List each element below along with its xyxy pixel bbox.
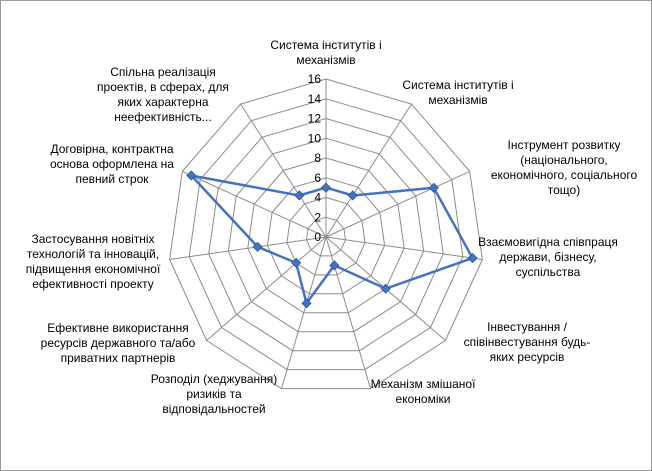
tick-label: 6 bbox=[314, 171, 321, 185]
category-label: Ефективне використання ресурсів державног… bbox=[41, 321, 196, 365]
data-point bbox=[301, 298, 312, 309]
spoke-line bbox=[182, 170, 327, 238]
category-label: Система інститутів і механізмів bbox=[270, 38, 381, 67]
category-label: Інструмент розвитку (національного, економ… bbox=[491, 138, 638, 197]
spoke-line bbox=[325, 103, 412, 238]
grid-ring bbox=[305, 216, 347, 257]
grid-ring bbox=[247, 157, 405, 314]
spoke-line bbox=[325, 170, 470, 238]
tick-label: 10 bbox=[308, 131, 322, 145]
data-point bbox=[467, 253, 478, 264]
data-point bbox=[329, 260, 340, 271]
grid-ring bbox=[208, 117, 444, 352]
category-label: Механізм змішаної економіки bbox=[371, 377, 476, 406]
category-label: Договірна, контрактна основа оформлена на… bbox=[50, 142, 174, 186]
grid-ring bbox=[169, 78, 483, 390]
tick-label: 14 bbox=[308, 92, 322, 106]
data-point bbox=[347, 190, 358, 201]
data-point bbox=[186, 170, 197, 181]
data-point bbox=[320, 182, 332, 193]
tick-label: 2 bbox=[314, 210, 321, 224]
data-point bbox=[291, 257, 302, 268]
category-labels: Система інститутів і механізмів Система ін… bbox=[26, 38, 638, 416]
tick-label: 0 bbox=[314, 230, 321, 244]
tick-label: 8 bbox=[314, 151, 321, 165]
data-point bbox=[294, 190, 305, 201]
data-point bbox=[380, 283, 391, 294]
tick-label: 12 bbox=[308, 112, 322, 126]
category-label: Взаємовигідна співпраця держави, бізнесу,… bbox=[478, 235, 618, 279]
spoke-line bbox=[169, 236, 327, 260]
category-label: Розподіл (хеджування) ризиків та відповіда… bbox=[151, 372, 278, 416]
data-point bbox=[252, 241, 263, 252]
category-label: Інвестування / співінвестування будь-яких… bbox=[464, 320, 591, 364]
spoke-line bbox=[240, 103, 327, 238]
series-layer bbox=[186, 170, 478, 309]
data-point bbox=[428, 182, 439, 193]
tick-label: 16 bbox=[308, 72, 322, 86]
spoke-line bbox=[206, 236, 327, 341]
grid-ring bbox=[188, 98, 464, 371]
spoke-line bbox=[325, 236, 483, 260]
tick-label: 4 bbox=[314, 191, 321, 205]
category-label: Система інститутів і механізмів bbox=[402, 78, 513, 107]
grid-ring bbox=[266, 177, 386, 295]
category-label: Спільна реалізація проектів, в сферах, дл… bbox=[97, 65, 229, 124]
series-line bbox=[190, 174, 474, 305]
spoke-line bbox=[281, 236, 327, 389]
radial-tick-labels: 0 2 4 6 8 10 12 14 16 bbox=[308, 72, 322, 244]
category-label: Застосування новітніх технологій та іннов… bbox=[26, 232, 161, 291]
radar-spokes bbox=[169, 79, 483, 389]
